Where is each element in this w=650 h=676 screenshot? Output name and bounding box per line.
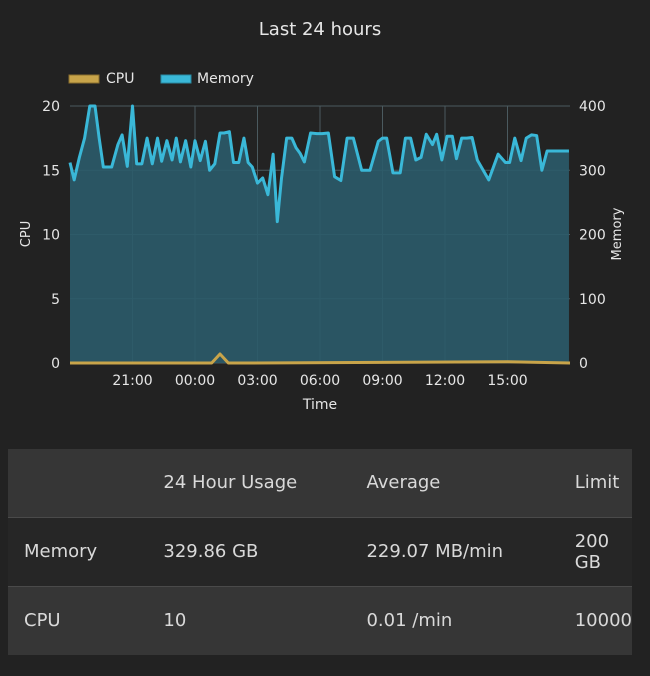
legend-cpu-swatch[interactable]: [68, 74, 100, 84]
legend-memory-swatch[interactable]: [160, 74, 192, 84]
legend-memory-label[interactable]: Memory: [197, 71, 254, 87]
memory-line: [68, 104, 569, 224]
header-resource: [8, 449, 147, 517]
table-row: Memory 329.86 GB 229.07 MB/min 200 GB: [8, 517, 632, 586]
header-limit: Limit: [574, 472, 620, 494]
row-memory-average: 229.07 MB/min: [366, 541, 504, 562]
memory-area: [70, 106, 569, 363]
y-axis-label-right: Memory: [610, 207, 625, 260]
x-tick-label: 06:00: [300, 373, 340, 389]
y-tick-label-right: 400: [579, 99, 606, 115]
row-cpu-usage: 10: [163, 610, 187, 632]
y-axis-label-left: CPU: [19, 221, 34, 247]
y-tick-label-right: 100: [579, 292, 606, 308]
y-tick-label-right: 0: [579, 356, 588, 372]
row-memory-usage: 329.86 GB: [163, 541, 259, 562]
usage-chart: Last 24 hours CPU Memory 0 0 5 100 10 200 15 30…: [19, 19, 625, 413]
row-memory-name: Memory: [24, 541, 98, 562]
table-row: CPU 10 0.01 /min 10000: [8, 586, 632, 655]
y-tick-label-left: 0: [51, 356, 60, 372]
cpu-line: [70, 352, 571, 365]
y-tick-label-left: 20: [42, 99, 60, 115]
x-tick-label: 21:00: [112, 373, 152, 389]
y-tick-label-left: 15: [42, 163, 60, 179]
x-tick-label: 15:00: [487, 373, 527, 389]
x-tick-label: 03:00: [237, 373, 277, 389]
y-tick-label-left: 5: [51, 292, 60, 308]
x-tick-label: 09:00: [362, 373, 402, 389]
header-24-hour-usage: 24 Hour Usage: [163, 472, 298, 494]
x-tick-label: 12:00: [425, 373, 465, 389]
x-tick-label: 00:00: [175, 373, 215, 389]
row-cpu-limit: 10000: [574, 610, 632, 632]
memory-area-fill: [70, 106, 569, 363]
row-memory-limit: 200 GB: [574, 530, 610, 573]
series-lines: [68, 104, 571, 365]
axis-ticks: 0 0 5 100 10 200 15 300 20 400 21:00 00:00 03:00 06:0…: [42, 99, 606, 389]
row-cpu-average: 0.01 /min: [366, 610, 453, 632]
y-tick-label-left: 10: [42, 228, 60, 244]
chart-title: Last 24 hours: [259, 19, 381, 40]
header-average: Average: [366, 472, 441, 494]
x-axis-label: Time: [302, 397, 337, 413]
table-header-row: 24 Hour Usage Average Limit: [8, 449, 632, 517]
legend-cpu-label[interactable]: CPU: [106, 71, 134, 87]
y-tick-label-right: 200: [579, 228, 606, 244]
y-tick-label-right: 300: [579, 163, 606, 179]
row-cpu-name: CPU: [24, 610, 61, 632]
usage-table: 24 Hour Usage Average Limit Memory 329.8…: [8, 449, 632, 655]
